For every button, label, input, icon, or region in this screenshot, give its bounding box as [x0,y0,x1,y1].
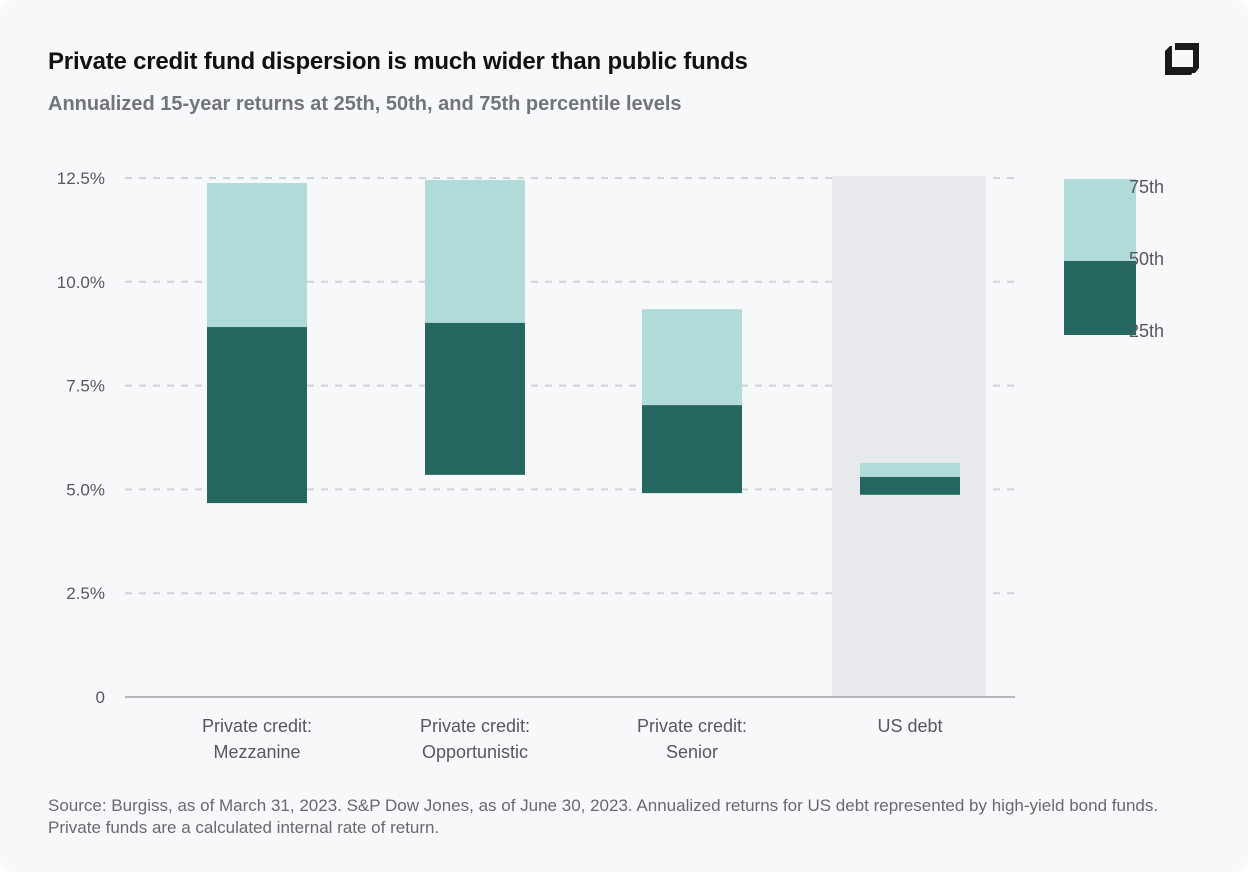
x-category-label: Private credit: [420,716,530,736]
source-note: Source: Burgiss, as of March 31, 2023. S… [48,796,1159,837]
chart-title: Private credit fund dispersion is much w… [48,48,748,75]
y-tick-label: 10.0% [57,273,105,292]
x-category-label: US debt [877,716,942,736]
y-tick-label: 7.5% [66,377,105,396]
legend-label: 75th [1129,177,1164,197]
x-category-label: Private credit: [202,716,312,736]
y-tick-label: 2.5% [66,584,105,603]
bar-upper-50-75 [860,462,960,477]
legend-swatch-upper [1064,179,1136,261]
y-tick-label: 0 [96,688,105,707]
bar-lower-25-50 [425,322,525,475]
logo-icon [1165,43,1199,75]
bar-lower-25-50 [860,476,960,495]
legend-label: 25th [1129,321,1164,341]
y-tick-label: 12.5% [57,169,105,188]
legend-label: 50th [1129,249,1164,269]
x-category-label: Senior [666,742,718,762]
y-tick-label: 5.0% [66,480,105,499]
bar-lower-25-50 [642,405,742,494]
x-category-label: Opportunistic [422,742,528,762]
chart-subtitle: Annualized 15-year returns at 25th, 50th… [48,93,682,115]
bar-lower-25-50 [207,327,307,504]
bar-upper-50-75 [425,180,525,323]
x-category-label: Mezzanine [213,742,300,762]
legend-swatch-lower [1064,261,1136,335]
bar-upper-50-75 [207,182,307,328]
highlight-band-cover [832,176,986,695]
bar-upper-50-75 [642,309,742,406]
x-category-label: Private credit: [637,716,747,736]
